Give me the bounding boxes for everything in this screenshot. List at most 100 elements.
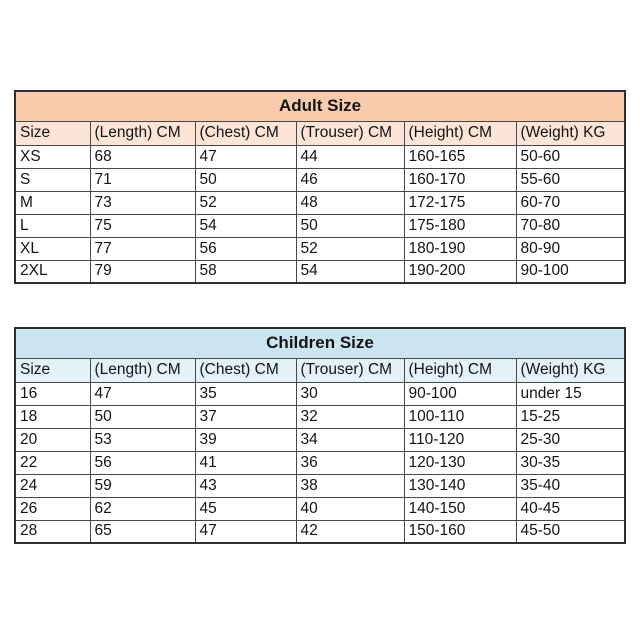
table-cell: 62	[89, 496, 196, 521]
table-row: 20 53 39 34 110-120 25-30	[14, 427, 626, 452]
table-cell: M	[14, 190, 91, 215]
column-header-weight: (Weight) KG	[515, 357, 626, 383]
adult-size-table: Adult Size Size (Length) CM (Chest) CM (…	[14, 90, 627, 284]
table-cell: 28	[14, 519, 91, 544]
table-row: 22 56 41 36 120-130 30-35	[14, 450, 626, 475]
table-cell: 120-130	[403, 450, 517, 475]
table-cell: XS	[14, 144, 91, 169]
table-cell: 32	[295, 404, 405, 429]
table-cell: 40-45	[515, 496, 626, 521]
column-header-trouser: (Trouser) CM	[295, 357, 405, 383]
table-cell: 37	[194, 404, 297, 429]
table-cell: 50	[295, 213, 405, 238]
children-size-section: Children Size Size (Length) CM (Chest) C…	[14, 327, 626, 544]
table-cell: 48	[295, 190, 405, 215]
table-cell: 58	[194, 259, 297, 284]
column-header-chest: (Chest) CM	[194, 357, 297, 383]
column-header-length: (Length) CM	[89, 357, 196, 383]
table-cell: 45	[194, 496, 297, 521]
table-cell: XL	[14, 236, 91, 261]
table-cell: 65	[89, 519, 196, 544]
table-cell: 71	[89, 167, 196, 192]
table-cell: 44	[295, 144, 405, 169]
table-row: 28 65 47 42 150-160 45-50	[14, 519, 626, 544]
table-cell: 50	[194, 167, 297, 192]
table-cell: 50-60	[515, 144, 626, 169]
table-cell: 53	[89, 427, 196, 452]
table-cell: 39	[194, 427, 297, 452]
adult-table-body: XS 68 47 44 160-165 50-60 S 71 50 46 160-170 55-60 M…	[14, 144, 626, 284]
table-cell: 24	[14, 473, 91, 498]
table-cell: 130-140	[403, 473, 517, 498]
table-header-row: Size (Length) CM (Chest) CM (Trouser) CM…	[14, 357, 626, 383]
table-cell: 50	[89, 404, 196, 429]
table-cell: 46	[295, 167, 405, 192]
column-header-size: Size	[14, 120, 91, 146]
table-cell: 38	[295, 473, 405, 498]
table-row: S 71 50 46 160-170 55-60	[14, 167, 626, 192]
children-table-body: 16 47 35 30 90-100 under 15 18 50 37 32 100-110 15-…	[14, 381, 626, 544]
table-cell: 75	[89, 213, 196, 238]
children-table-title: Children Size	[14, 327, 626, 359]
table-cell: 35	[194, 381, 297, 406]
table-cell: 45-50	[515, 519, 626, 544]
table-cell: 110-120	[403, 427, 517, 452]
table-cell: 160-170	[403, 167, 517, 192]
table-row: 26 62 45 40 140-150 40-45	[14, 496, 626, 521]
adult-size-section: Adult Size Size (Length) CM (Chest) CM (…	[14, 90, 627, 284]
table-cell: 40	[295, 496, 405, 521]
table-row: 24 59 43 38 130-140 35-40	[14, 473, 626, 498]
table-cell: 59	[89, 473, 196, 498]
table-title-row: Children Size	[14, 327, 626, 359]
table-cell: 20	[14, 427, 91, 452]
table-cell: under 15	[515, 381, 626, 406]
table-row: M 73 52 48 172-175 60-70	[14, 190, 626, 215]
table-cell: 180-190	[403, 236, 517, 261]
table-cell: 54	[295, 259, 405, 284]
table-cell: 36	[295, 450, 405, 475]
table-cell: 52	[295, 236, 405, 261]
adult-table-title: Adult Size	[14, 90, 626, 122]
table-cell: 47	[194, 519, 297, 544]
table-cell: 55-60	[515, 167, 626, 192]
children-size-table: Children Size Size (Length) CM (Chest) C…	[14, 327, 626, 544]
table-cell: 41	[194, 450, 297, 475]
table-cell: 56	[89, 450, 196, 475]
column-header-height: (Height) CM	[403, 357, 517, 383]
table-cell: 25-30	[515, 427, 626, 452]
table-cell: L	[14, 213, 91, 238]
table-cell: 54	[194, 213, 297, 238]
table-row: 16 47 35 30 90-100 under 15	[14, 381, 626, 406]
table-cell: 68	[89, 144, 196, 169]
table-row: 2XL 79 58 54 190-200 90-100	[14, 259, 626, 284]
table-cell: 60-70	[515, 190, 626, 215]
table-cell: 100-110	[403, 404, 517, 429]
table-row: 18 50 37 32 100-110 15-25	[14, 404, 626, 429]
table-cell: 42	[295, 519, 405, 544]
table-cell: 70-80	[515, 213, 626, 238]
column-header-size: Size	[14, 357, 91, 383]
table-cell: 35-40	[515, 473, 626, 498]
table-row: XL 77 56 52 180-190 80-90	[14, 236, 626, 261]
table-cell: 73	[89, 190, 196, 215]
table-cell: 30	[295, 381, 405, 406]
table-cell: 43	[194, 473, 297, 498]
table-cell: 80-90	[515, 236, 626, 261]
table-header-row: Size (Length) CM (Chest) CM (Trouser) CM…	[14, 120, 626, 146]
table-cell: 34	[295, 427, 405, 452]
table-cell: 30-35	[515, 450, 626, 475]
column-header-chest: (Chest) CM	[194, 120, 297, 146]
table-cell: 190-200	[403, 259, 517, 284]
column-header-trouser: (Trouser) CM	[295, 120, 405, 146]
table-cell: 15-25	[515, 404, 626, 429]
table-cell: 140-150	[403, 496, 517, 521]
table-cell: 172-175	[403, 190, 517, 215]
table-cell: 150-160	[403, 519, 517, 544]
table-cell: 16	[14, 381, 91, 406]
table-cell: 90-100	[515, 259, 626, 284]
table-cell: 26	[14, 496, 91, 521]
table-cell: 77	[89, 236, 196, 261]
table-cell: 79	[89, 259, 196, 284]
table-cell: 52	[194, 190, 297, 215]
